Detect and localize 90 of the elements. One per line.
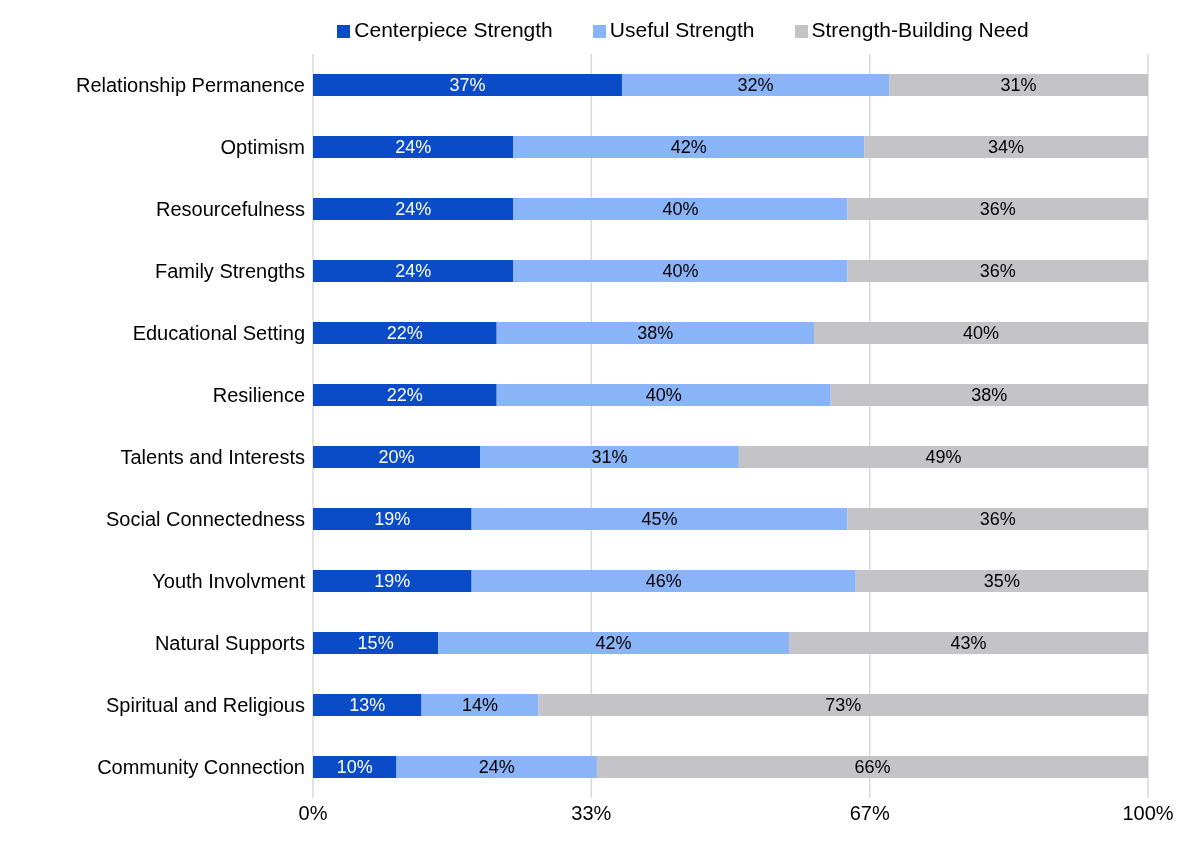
bar [313, 446, 480, 468]
data-label: 31% [591, 447, 628, 468]
data-label: 42% [595, 633, 632, 654]
data-label: 42% [670, 137, 707, 158]
bar [471, 570, 856, 592]
y-tick-label: Educational Setting [132, 322, 305, 345]
x-tick-label: 33% [571, 802, 612, 825]
bar [421, 694, 539, 716]
bar [438, 632, 789, 654]
bar [738, 446, 1148, 468]
data-label: 22% [386, 323, 423, 344]
bar [889, 74, 1148, 96]
data-label: 40% [962, 323, 1000, 344]
data-label: 19% [374, 571, 411, 592]
bar [788, 632, 1148, 654]
bar [621, 74, 890, 96]
bar [538, 694, 1148, 716]
data-label: 31% [1000, 75, 1037, 96]
y-tick-label: Talents and Interests [120, 446, 305, 469]
y-tick-label: Natural Supports [154, 632, 305, 655]
bar [814, 322, 1148, 344]
y-tick-label: Social Connectedness [105, 508, 305, 531]
data-label: 37% [449, 75, 486, 96]
data-label: 36% [979, 261, 1016, 282]
data-label: 10% [336, 757, 373, 778]
bar [513, 198, 848, 220]
bar [596, 756, 1148, 778]
data-label: 43% [950, 633, 987, 654]
x-tick-label: 100% [1122, 802, 1174, 825]
legend-label: Centerpiece Strength [354, 18, 553, 41]
data-label: 36% [979, 199, 1016, 220]
bar [864, 136, 1148, 158]
bar [313, 74, 622, 96]
data-label: 19% [374, 509, 411, 530]
x-tick-label: 67% [849, 802, 890, 825]
bar [396, 756, 597, 778]
bar [855, 570, 1148, 592]
y-tick-label: Resourcefulness [156, 198, 305, 221]
data-label: 40% [645, 385, 682, 406]
bar [313, 570, 472, 592]
bar [847, 198, 1148, 220]
legend-label: Useful Strength [609, 18, 755, 41]
y-tick-label: Community Connection [97, 756, 305, 779]
data-label: 49% [925, 447, 962, 468]
bar [847, 260, 1148, 282]
data-label: 66% [854, 757, 891, 778]
bar [847, 508, 1148, 530]
data-label: 24% [478, 757, 515, 778]
legend-label: Strength-Building Need [811, 18, 1029, 41]
bar [313, 508, 472, 530]
data-label: 34% [988, 137, 1025, 158]
data-label: 45% [641, 509, 678, 530]
data-label: 13% [349, 695, 386, 716]
y-tick-label: Relationship Permanence [75, 74, 305, 97]
data-label: 24% [395, 137, 432, 158]
y-tick-label: Youth Involvment [152, 570, 306, 593]
y-tick-label: Family Strengths [154, 260, 305, 283]
bar [313, 198, 514, 220]
data-label: 40% [662, 199, 699, 220]
data-label: 14% [461, 695, 499, 716]
bar [313, 322, 497, 344]
bar [513, 136, 865, 158]
data-label: 22% [386, 385, 423, 406]
y-tick-label: Optimism [220, 136, 305, 159]
data-label: 46% [645, 571, 682, 592]
data-label: 73% [825, 695, 862, 716]
bar [313, 632, 439, 654]
bar [313, 694, 422, 716]
y-tick-label: Resilience [212, 384, 305, 407]
data-label: 38% [971, 385, 1008, 406]
data-label: 20% [378, 447, 415, 468]
bar [496, 384, 831, 406]
data-label: 35% [983, 571, 1020, 592]
bar [480, 446, 739, 468]
bar [830, 384, 1148, 406]
data-label: 38% [637, 323, 674, 344]
data-label: 32% [737, 75, 774, 96]
x-tick-label: 0% [298, 802, 328, 825]
bar [313, 384, 497, 406]
bar [471, 508, 848, 530]
data-label: 15% [357, 633, 394, 654]
data-label: 36% [979, 509, 1016, 530]
data-label: 40% [662, 261, 699, 282]
bar [313, 260, 514, 282]
bar [496, 322, 814, 344]
data-label: 24% [395, 261, 432, 282]
data-label: 24% [395, 199, 432, 220]
y-tick-label: Spiritual and Religious [105, 694, 305, 717]
bar [513, 260, 848, 282]
bar [313, 136, 514, 158]
